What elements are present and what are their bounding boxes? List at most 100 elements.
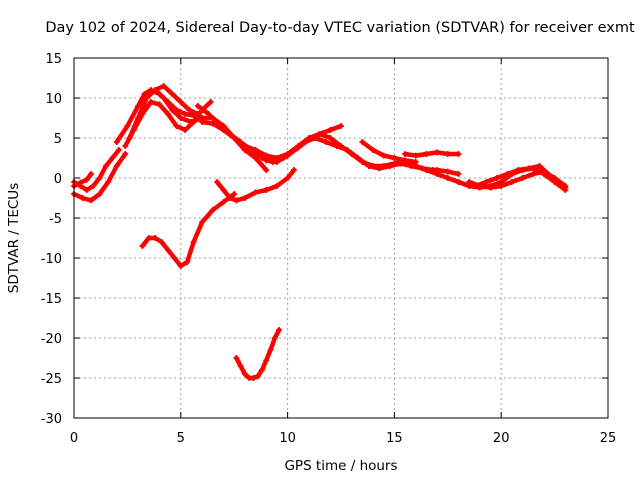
x-tick-label: 25 (600, 431, 617, 446)
data-point (105, 179, 112, 185)
data-point (173, 123, 180, 129)
data-point (158, 239, 165, 245)
data-point (122, 143, 129, 149)
data-point (402, 157, 409, 164)
axis-ticks: 0 5 10 15 20 25 15 10 5 0 -5 -10 -15 -20 -25 -30 (41, 52, 617, 446)
data-point (370, 147, 377, 153)
data-point (254, 373, 261, 380)
data-point (487, 184, 494, 191)
data-point (284, 175, 291, 181)
data-point (109, 155, 116, 161)
series-line (140, 191, 237, 269)
x-tick-label: 15 (386, 431, 403, 446)
data-point (323, 139, 330, 145)
data-point (483, 179, 490, 185)
plot-frame (73, 57, 609, 419)
series-arc-dip (139, 191, 238, 269)
chart-title: Day 102 of 2024, Sidereal Day-to-day VTE… (45, 20, 635, 36)
data-point (252, 147, 259, 153)
data-point (295, 144, 302, 151)
y-tick-label: -20 (41, 332, 62, 347)
data-point (233, 355, 240, 361)
data-point (455, 179, 462, 185)
data-point (96, 175, 103, 181)
data-point (220, 187, 227, 193)
data-point (147, 99, 154, 105)
data-point (135, 115, 142, 121)
data-point (493, 175, 500, 181)
data-point (402, 151, 409, 157)
data-point (498, 183, 505, 189)
data-point (177, 99, 184, 105)
data-point (252, 155, 259, 161)
data-point (434, 149, 441, 156)
data-point (77, 179, 84, 186)
data-point (525, 165, 532, 172)
data-point (83, 176, 90, 183)
data-point (186, 107, 193, 113)
data-point (338, 143, 344, 149)
data-point (177, 115, 184, 121)
data-point (220, 199, 227, 205)
data-point (252, 189, 259, 196)
data-point (305, 136, 312, 143)
data-point (348, 151, 355, 157)
series-arc-peak-d (152, 83, 201, 117)
series-arc-peak-c (126, 87, 206, 141)
data-point (444, 175, 451, 181)
data-point (263, 357, 270, 364)
data-point (273, 183, 280, 189)
data-point (96, 191, 103, 197)
data-point (194, 111, 201, 117)
data-point (263, 157, 270, 164)
series-arc-peak-a (113, 87, 270, 173)
series-arc-late-c (472, 163, 569, 191)
x-tick-label: 20 (493, 431, 510, 446)
series-line (71, 171, 94, 189)
data-point (169, 107, 176, 113)
series-arc-early-c (71, 171, 95, 189)
series-arc-mid-e (402, 149, 462, 159)
data-point (164, 111, 171, 117)
data-point (220, 127, 227, 133)
data-point (143, 95, 150, 101)
data-point (380, 152, 387, 159)
data-point (455, 171, 462, 177)
data-point (444, 168, 451, 175)
data-point (263, 187, 270, 193)
y-axis-label: SDTVAR / TECUs (6, 183, 22, 293)
data-point (273, 159, 280, 165)
data-point (241, 143, 248, 149)
data-point (152, 235, 159, 241)
data-point (209, 207, 216, 213)
data-point (472, 183, 479, 189)
data-point (327, 135, 334, 141)
series-arc-lower (214, 167, 298, 204)
data-point (79, 195, 86, 201)
series-line (473, 163, 568, 190)
data-point (126, 135, 133, 141)
series-arc-mid-d (359, 139, 419, 165)
data-point (562, 184, 569, 191)
data-point (103, 163, 110, 169)
data-point (241, 195, 248, 201)
grid-lines (74, 58, 608, 418)
data-point (152, 87, 159, 93)
data-point (188, 119, 195, 125)
data-point (124, 123, 131, 129)
data-marks (71, 83, 569, 381)
data-point (412, 159, 419, 165)
data-point (194, 103, 201, 109)
data-point (141, 91, 148, 97)
data-point (199, 119, 206, 125)
data-point (466, 179, 473, 185)
data-point (115, 147, 122, 153)
data-point (284, 152, 291, 159)
data-point (241, 371, 248, 377)
data-point (515, 167, 522, 173)
data-point (171, 255, 178, 261)
data-point (327, 127, 334, 133)
data-point (205, 111, 212, 117)
data-point (530, 171, 537, 177)
y-tick-label: -5 (49, 212, 62, 227)
